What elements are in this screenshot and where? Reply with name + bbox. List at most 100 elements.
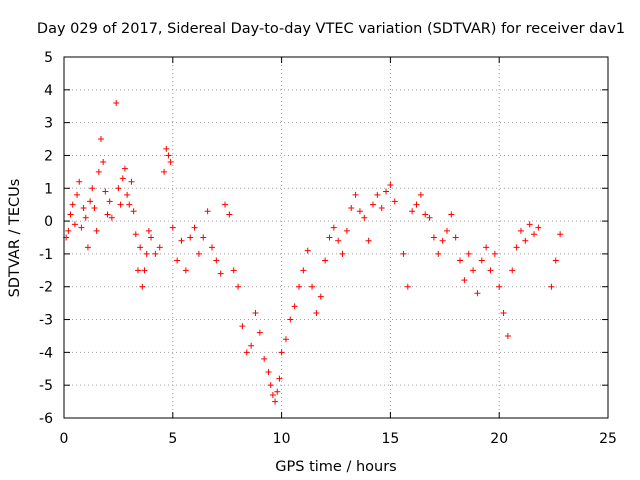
data-point — [443, 227, 450, 234]
data-point — [304, 247, 311, 254]
y-tick-label: 0 — [44, 214, 53, 230]
y-tick-label: -1 — [39, 247, 53, 263]
data-point — [278, 349, 285, 356]
data-point — [487, 267, 494, 274]
data-point — [383, 188, 390, 195]
data-point — [195, 250, 202, 257]
data-point — [448, 211, 455, 218]
data-point — [84, 244, 91, 251]
data-point — [269, 392, 276, 399]
data-point — [317, 293, 324, 300]
data-point — [104, 211, 111, 218]
data-point — [504, 332, 511, 339]
x-tick-label: 0 — [60, 431, 69, 447]
y-tick-label: -6 — [39, 411, 53, 427]
data-point — [95, 168, 102, 175]
data-point — [282, 336, 289, 343]
data-point — [230, 267, 237, 274]
data-point — [435, 250, 442, 257]
data-point — [200, 234, 207, 241]
data-point — [80, 204, 87, 211]
data-point — [409, 208, 416, 215]
data-point — [248, 342, 255, 349]
data-point — [513, 244, 520, 251]
data-point — [378, 204, 385, 211]
data-point — [145, 227, 152, 234]
data-point — [313, 309, 320, 316]
data-point — [491, 250, 498, 257]
data-point — [326, 234, 333, 241]
plot-border — [63, 56, 609, 419]
data-point — [300, 267, 307, 274]
data-point — [404, 283, 411, 290]
data-point — [387, 181, 394, 188]
data-point — [130, 208, 137, 215]
y-axis-label: SDTVAR / TECUs — [7, 179, 23, 298]
data-point — [82, 214, 89, 221]
data-point — [119, 175, 126, 182]
data-point — [71, 221, 78, 228]
data-point — [167, 159, 174, 166]
data-point — [91, 204, 98, 211]
data-point — [115, 185, 122, 192]
data-point — [217, 270, 224, 277]
y-tick-label: 2 — [44, 148, 53, 164]
data-point — [287, 316, 294, 323]
data-point — [163, 145, 170, 152]
data-point — [117, 201, 124, 208]
data-point — [222, 201, 229, 208]
y-tick-label: 1 — [44, 181, 53, 197]
data-point — [339, 250, 346, 257]
data-point — [430, 234, 437, 241]
data-point — [470, 267, 477, 274]
data-point — [182, 267, 189, 274]
data-point — [496, 283, 503, 290]
data-points — [63, 99, 564, 405]
data-point — [78, 224, 85, 231]
data-point — [330, 224, 337, 231]
y-tick-label: -5 — [39, 378, 53, 394]
data-point — [261, 355, 268, 362]
data-point — [252, 309, 259, 316]
data-point — [134, 267, 141, 274]
data-point — [128, 178, 135, 185]
data-point — [352, 191, 359, 198]
data-point — [335, 237, 342, 244]
data-point — [348, 204, 355, 211]
x-tick-label: 25 — [599, 431, 617, 447]
y-tick-labels: -6 -5 -4 -3 -2 -1 0 1 2 3 4 5 — [39, 50, 53, 427]
x-tick-label: 20 — [490, 431, 508, 447]
data-point — [156, 244, 163, 251]
data-point — [474, 290, 481, 297]
data-point — [87, 198, 94, 205]
data-point — [478, 257, 485, 264]
data-point — [356, 208, 363, 215]
data-point — [361, 214, 368, 221]
data-point — [108, 214, 115, 221]
data-point — [106, 198, 113, 205]
data-point — [461, 277, 468, 284]
data-point — [535, 224, 542, 231]
data-point — [265, 369, 272, 376]
data-point — [274, 388, 281, 395]
grid — [64, 57, 608, 418]
data-point — [526, 221, 533, 228]
data-point — [413, 201, 420, 208]
data-point — [161, 168, 168, 175]
data-point — [113, 99, 120, 106]
y-tick-label: -3 — [39, 313, 53, 329]
data-point — [69, 201, 76, 208]
data-point — [374, 191, 381, 198]
data-point — [239, 323, 246, 330]
data-point — [141, 267, 148, 274]
data-point — [426, 214, 433, 221]
data-point — [391, 198, 398, 205]
data-point — [208, 244, 215, 251]
data-point — [165, 152, 172, 159]
data-point — [276, 375, 283, 382]
y-tick-label: 4 — [44, 83, 53, 99]
y-tick-label: 5 — [44, 50, 53, 66]
data-point — [74, 191, 81, 198]
